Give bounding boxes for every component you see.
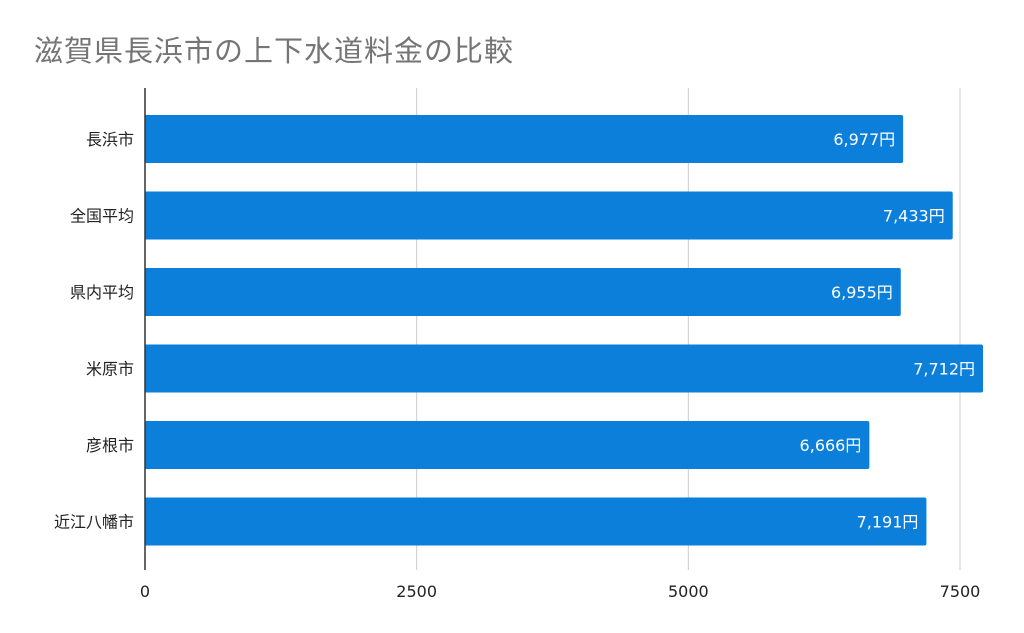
data-labels: 6,977円 7,433円 6,955円 7,712円 6,666円 7,191円 (800, 130, 975, 532)
bar (145, 191, 953, 240)
data-label: 7,433円 (883, 207, 945, 226)
bar (145, 421, 870, 469)
category-label: 米原市 (86, 360, 134, 379)
category-label: 彦根市 (86, 436, 134, 455)
bar (145, 115, 904, 163)
bar (145, 268, 901, 316)
x-tick-label: 0 (140, 582, 150, 601)
data-label: 7,191円 (857, 513, 919, 532)
category-label: 県内平均 (70, 283, 134, 302)
chart-title: 滋賀県長浜市の上下水道料金の比較 (34, 34, 515, 68)
x-tick-label: 2500 (396, 582, 437, 601)
data-label: 6,955円 (831, 283, 893, 302)
data-label: 6,977円 (833, 130, 895, 149)
x-tick-label: 5000 (668, 582, 709, 601)
x-tick-labels: 0 2500 5000 7500 (140, 582, 980, 601)
bar (145, 344, 984, 393)
category-label: 近江八幡市 (54, 513, 134, 532)
bars (145, 115, 984, 546)
bar (145, 497, 927, 546)
category-label: 長浜市 (86, 130, 134, 149)
gridlines (416, 88, 961, 570)
data-label: 7,712円 (913, 360, 975, 379)
data-label: 6,666円 (800, 436, 862, 455)
x-tick-label: 7500 (940, 582, 981, 601)
category-label: 全国平均 (70, 207, 134, 226)
